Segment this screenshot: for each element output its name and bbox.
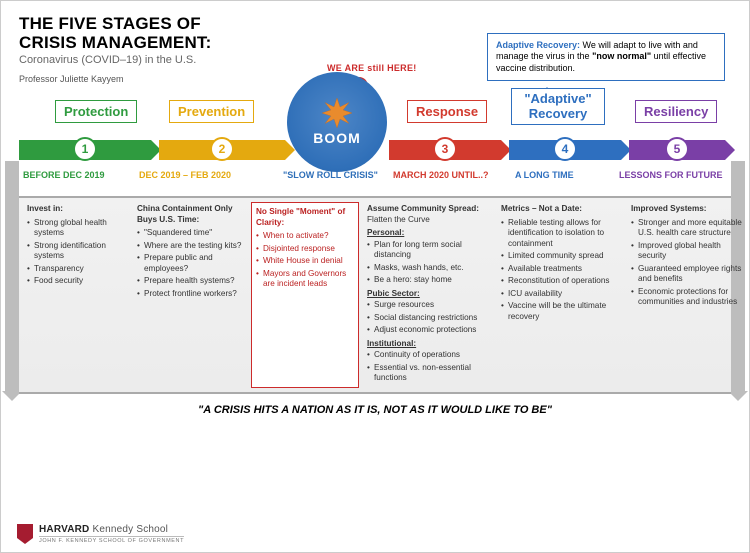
col2-list: "Squandered time" Where are the testing k… xyxy=(137,228,243,299)
stage-label-protection: Protection xyxy=(55,100,137,123)
col4-s3: Institutional: xyxy=(367,339,491,350)
list-item: Strong global health systems xyxy=(27,218,127,239)
list-item: Reliable testing allows for identificati… xyxy=(501,218,621,250)
col-clarity: No Single "Moment" of Clarity: When to a… xyxy=(251,202,359,388)
footer-brand: HARVARD Kennedy School JOHN F. KENNEDY S… xyxy=(17,524,184,544)
list-item: Guaranteed employee rights and benefits xyxy=(631,264,747,285)
list-item: White House in denial xyxy=(256,256,354,267)
list-item: Vaccine will be the ultimate recovery xyxy=(501,301,621,322)
arrow-stage-3: 3 xyxy=(389,140,501,160)
closing-quote: "A CRISIS HITS A NATION AS IT IS, NOT AS… xyxy=(19,404,731,416)
burst-icon xyxy=(322,98,352,128)
list-item: When to activate? xyxy=(256,231,354,242)
list-item: Prepare public and employees? xyxy=(137,253,243,274)
brand-text: HARVARD Kennedy School JOHN F. KENNEDY S… xyxy=(39,524,184,544)
col6-head: Improved Systems: xyxy=(631,204,747,215)
list-item: Transparency xyxy=(27,264,127,275)
callout-bold: "now normal" xyxy=(592,51,651,61)
list-item: Stronger and more equitable U.S. health … xyxy=(631,218,747,239)
list-item: Reconstitution of operations xyxy=(501,276,621,287)
col4-s1: Personal: xyxy=(367,228,491,239)
list-item: Masks, wash hands, etc. xyxy=(367,263,491,274)
col3-list: When to activate? Disjointed responseWhit… xyxy=(256,231,354,290)
date-1: BEFORE DEC 2019 xyxy=(23,170,105,180)
list-item: Strong identification systems xyxy=(27,241,127,262)
date-2: DEC 2019 – FEB 2020 xyxy=(139,170,231,180)
list-item: Surge resources xyxy=(367,300,491,311)
side-arrow-left-icon xyxy=(5,161,19,391)
list-item: Be a hero: stay home xyxy=(367,275,491,286)
stage-num-1: 1 xyxy=(73,137,97,161)
list-item: Food security xyxy=(27,276,127,287)
col-invest: Invest in: Strong global health systemsS… xyxy=(25,204,129,386)
list-item: Social distancing restrictions xyxy=(367,313,491,324)
list-item: ICU availability xyxy=(501,289,621,300)
list-item: Adjust economic protections xyxy=(367,325,491,336)
date-3: MARCH 2020 UNTIL..? xyxy=(393,170,489,180)
list-item: Essential vs. non-essential functions xyxy=(367,363,491,384)
list-item: Where are the testing kits? xyxy=(137,241,243,252)
list-item: Limited community spread xyxy=(501,251,621,262)
list-item: Disjointed response xyxy=(256,244,354,255)
boom-circle: BOOM xyxy=(287,72,387,172)
list-item: Plan for long term social distancing xyxy=(367,240,491,261)
col3-head: No Single "Moment" of Clarity: xyxy=(256,207,354,228)
col4-l2: Surge resources Social distancing restric… xyxy=(367,300,491,336)
arrow-stage-1: 1 xyxy=(19,140,151,160)
col4-head: Assume Community Spread: Flatten the Cur… xyxy=(367,204,491,225)
col4-l1: Plan for long term social distancing Mask… xyxy=(367,240,491,286)
col2-head: China Containment Only Buys U.S. Time: xyxy=(137,204,243,225)
col4-s2: Pubic Sector: xyxy=(367,289,491,300)
list-item: Available treatments xyxy=(501,264,621,275)
callout-lead: Adaptive Recovery: xyxy=(496,40,580,50)
list-item: Continuity of operations xyxy=(367,350,491,361)
col5-head: Metrics – Not a Date: xyxy=(501,204,621,215)
timeline: Protection Prevention Response "Adaptive… xyxy=(19,100,731,190)
stage-label-response: Response xyxy=(407,100,487,123)
boom-sub: "SLOW ROLL CRISIS" xyxy=(283,170,378,180)
harvard-shield-icon xyxy=(17,524,33,544)
stage-num-3: 3 xyxy=(433,137,457,161)
col6-list: Stronger and more equitable U.S. health … xyxy=(631,218,747,308)
col5-list: Reliable testing allows for identificati… xyxy=(501,218,621,323)
stage-num-5: 5 xyxy=(665,137,689,161)
list-item: "Squandered time" xyxy=(137,228,243,239)
adaptive-recovery-callout: Adaptive Recovery: We will adapt to live… xyxy=(487,33,725,81)
list-item: Improved global health security xyxy=(631,241,747,262)
content-grid: Invest in: Strong global health systemsS… xyxy=(19,196,731,394)
arrow-stage-5: 5 xyxy=(629,140,725,160)
col-systems: Improved Systems: Stronger and more equi… xyxy=(629,204,749,386)
stage-label-prevention: Prevention xyxy=(169,100,254,123)
stage-num-2: 2 xyxy=(210,137,234,161)
date-5: LESSONS FOR FUTURE xyxy=(619,170,723,180)
stage-label-adaptive-recovery: "Adaptive" Recovery xyxy=(511,88,605,125)
col-metrics: Metrics – Not a Date: Reliable testing a… xyxy=(499,204,623,386)
arrow-stage-2: 2 xyxy=(159,140,285,160)
list-item: Prepare health systems? xyxy=(137,276,243,287)
col-spread: Assume Community Spread: Flatten the Cur… xyxy=(365,204,493,386)
col1-head: Invest in: xyxy=(27,204,127,215)
col1-list: Strong global health systemsStrong ident… xyxy=(27,218,127,287)
list-item: Mayors and Governors are incident leads xyxy=(256,269,354,290)
col-china: China Containment Only Buys U.S. Time: "… xyxy=(135,204,245,386)
stage-label-resiliency: Resiliency xyxy=(635,100,717,123)
stage-num-4: 4 xyxy=(553,137,577,161)
list-item: Economic protections for communities and… xyxy=(631,287,747,308)
list-item: Protect frontline workers? xyxy=(137,289,243,300)
arrow-stage-4: 4 xyxy=(509,140,621,160)
date-4: A LONG TIME xyxy=(515,170,574,180)
title-line-1: THE FIVE STAGES OF xyxy=(19,15,731,34)
boom-label: BOOM xyxy=(313,130,361,146)
col4-l3: Continuity of operations Essential vs. no… xyxy=(367,350,491,384)
